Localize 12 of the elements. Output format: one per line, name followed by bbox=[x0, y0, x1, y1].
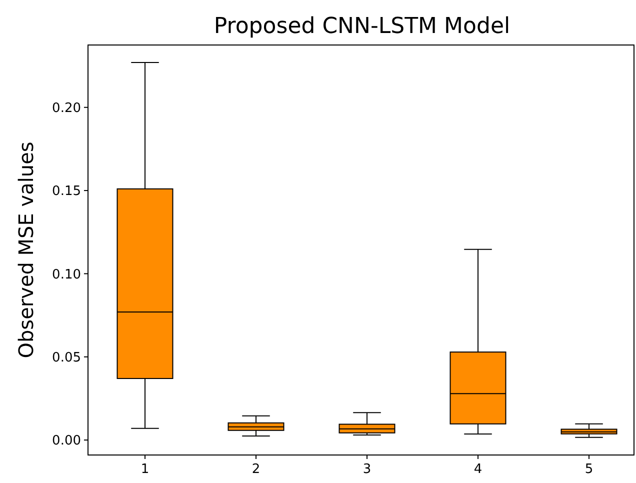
x-tick-label: 4 bbox=[474, 462, 482, 477]
y-axis-title: Observed MSE values bbox=[14, 142, 38, 358]
y-tick-label: 0.10 bbox=[52, 267, 81, 282]
x-tick-label: 2 bbox=[252, 462, 260, 477]
y-tick-label: 0.20 bbox=[52, 100, 81, 116]
y-tick-label: 0.05 bbox=[52, 350, 81, 366]
x-tick-label: 1 bbox=[140, 462, 150, 477]
chart-title: Proposed CNN-LSTM Model bbox=[214, 14, 510, 39]
y-tick-label: 0.15 bbox=[52, 184, 81, 200]
x-tick-label: 5 bbox=[584, 462, 594, 477]
y-tick-label: 0.00 bbox=[52, 434, 81, 449]
x-tick-label: 3 bbox=[362, 462, 372, 477]
